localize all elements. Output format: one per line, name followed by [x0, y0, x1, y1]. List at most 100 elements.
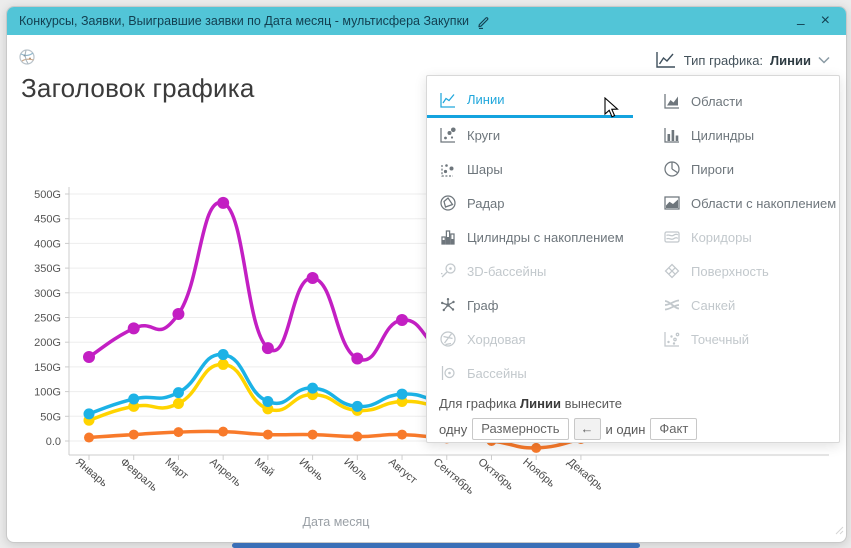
dialog-window: Конкурсы, Заявки, Выигравшие заявки по Д…	[6, 6, 847, 543]
menu-item-label: Цилиндры с накоплением	[467, 229, 624, 245]
chevron-down-icon	[818, 56, 830, 64]
dimension-chip[interactable]: Размерность	[472, 418, 569, 440]
corridors-icon	[663, 228, 681, 246]
data-point[interactable]	[84, 432, 94, 443]
menu-item-stacked-areas[interactable]: Области с накоплением	[651, 186, 839, 220]
data-point[interactable]	[396, 313, 409, 326]
data-point[interactable]	[172, 308, 185, 321]
data-point[interactable]	[218, 426, 229, 437]
menu-item-radar[interactable]: Радар	[427, 186, 633, 220]
resize-handle-icon[interactable]	[834, 522, 844, 540]
menu-item-pies[interactable]: Пироги	[651, 152, 839, 186]
minimize-button[interactable]: –	[796, 15, 805, 31]
data-point[interactable]	[172, 387, 184, 399]
menu-item-graph[interactable]: Граф	[427, 288, 633, 322]
menu-item-stacked-cylinders[interactable]: Цилиндры с накоплением	[427, 220, 633, 254]
data-point[interactable]	[83, 351, 95, 364]
menu-item-label: Шары	[467, 161, 503, 177]
data-point[interactable]	[217, 349, 229, 361]
data-point[interactable]	[127, 322, 140, 335]
data-point[interactable]	[262, 429, 273, 440]
menu-item-sankey: Санкей	[651, 288, 839, 322]
data-point[interactable]	[396, 388, 408, 400]
data-point[interactable]	[351, 352, 364, 365]
data-point[interactable]	[217, 196, 230, 209]
footer-hint-line1: Для графика Линии вынесите	[439, 396, 623, 411]
data-point[interactable]	[128, 393, 140, 405]
footer-hint-line2: одну Размерность ← и один Факт	[439, 418, 827, 440]
menu-item-label: Граф	[467, 297, 499, 313]
x-axis-label: Ноябрь	[520, 456, 557, 490]
close-button[interactable]: ×	[820, 12, 830, 29]
menu-item-label: Цилиндры	[691, 127, 755, 143]
data-point[interactable]	[83, 408, 95, 420]
menu-item-surface: Поверхность	[651, 254, 839, 288]
menu-item-label: Санкей	[691, 297, 736, 313]
y-axis-label: 400G	[34, 238, 61, 250]
y-axis-label: 500G	[34, 189, 61, 201]
chart-type-value: Линии	[770, 52, 811, 68]
data-point[interactable]	[217, 358, 229, 370]
surface-icon	[663, 262, 681, 280]
x-axis-label: Июнь	[297, 456, 326, 483]
data-point[interactable]	[351, 400, 363, 412]
menu-item-label: Области с накоплением	[691, 195, 837, 211]
data-point[interactable]	[262, 395, 274, 407]
fact-chip[interactable]: Факт	[650, 418, 698, 440]
menu-item-label: Точечный	[691, 331, 749, 347]
scatter-icon	[663, 330, 681, 348]
multisphere-icon	[17, 47, 37, 67]
hint-mid: и один	[605, 421, 646, 437]
y-axis-label: 450G	[34, 214, 61, 226]
y-axis-label: 50G	[40, 411, 61, 423]
menu-item-lines[interactable]: Линии	[427, 84, 633, 118]
window-titlebar[interactable]: Конкурсы, Заявки, Выигравшие заявки по Д…	[7, 7, 846, 35]
chart-type-selector[interactable]: Тип графика: Линии	[655, 47, 830, 73]
data-point[interactable]	[172, 397, 184, 409]
menu-item-pools-3d: 3D-бассейны	[427, 254, 633, 288]
menu-item-label: Радар	[467, 195, 505, 211]
data-point[interactable]	[307, 429, 318, 440]
menu-item-scatter: Точечный	[651, 322, 839, 356]
y-axis-label: 300G	[34, 288, 61, 300]
menu-item-corridors: Коридоры	[651, 220, 839, 254]
edit-title-icon[interactable]	[477, 16, 490, 29]
sankey-icon	[663, 296, 681, 314]
horizontal-scrollbar-thumb[interactable]	[232, 543, 640, 548]
hint-lead: одну	[439, 421, 468, 437]
x-axis-title: Дата месяц	[302, 515, 370, 529]
y-axis-label: 250G	[34, 313, 61, 325]
dropdown-column-left: Линии Круги Шары Радар Цилиндры с накопление…	[427, 84, 633, 390]
circles-icon	[439, 126, 457, 144]
data-point[interactable]	[397, 429, 408, 440]
chart-type-icon	[655, 51, 677, 69]
x-axis-label: Март	[163, 456, 191, 482]
x-axis-label: Декабрь	[565, 456, 606, 493]
menu-item-label: Круги	[467, 127, 501, 143]
menu-item-label: Коридоры	[691, 229, 752, 245]
stacked-cylinders-icon	[439, 228, 457, 246]
data-point[interactable]	[306, 271, 319, 284]
dropdown-columns: Линии Круги Шары Радар Цилиндры с накопление…	[427, 76, 839, 390]
menu-item-label: Поверхность	[691, 263, 769, 279]
data-point[interactable]	[352, 431, 363, 442]
data-point[interactable]	[261, 342, 274, 355]
x-axis-label: Август	[386, 456, 419, 486]
y-axis-label: 200G	[34, 337, 61, 349]
menu-item-cylinders[interactable]: Цилиндры	[651, 118, 839, 152]
data-point[interactable]	[531, 442, 542, 453]
menu-item-label: 3D-бассейны	[467, 263, 547, 279]
menu-item-areas[interactable]: Области	[651, 84, 839, 118]
pools-3d-icon	[439, 262, 457, 280]
menu-item-spheres[interactable]: Шары	[427, 152, 633, 186]
data-point[interactable]	[128, 429, 139, 440]
data-point[interactable]	[173, 427, 184, 438]
x-axis-label: Май	[252, 456, 276, 479]
data-point[interactable]	[307, 382, 319, 394]
menu-item-circles[interactable]: Круги	[427, 118, 633, 152]
dropdown-footer: Для графика Линии вынесите одну Размерно…	[427, 390, 839, 440]
x-axis-label: Октябрь	[476, 456, 517, 493]
y-axis-label: 350G	[34, 263, 61, 275]
x-axis-label: Июль	[341, 456, 370, 483]
move-left-chip[interactable]: ←	[573, 418, 601, 440]
